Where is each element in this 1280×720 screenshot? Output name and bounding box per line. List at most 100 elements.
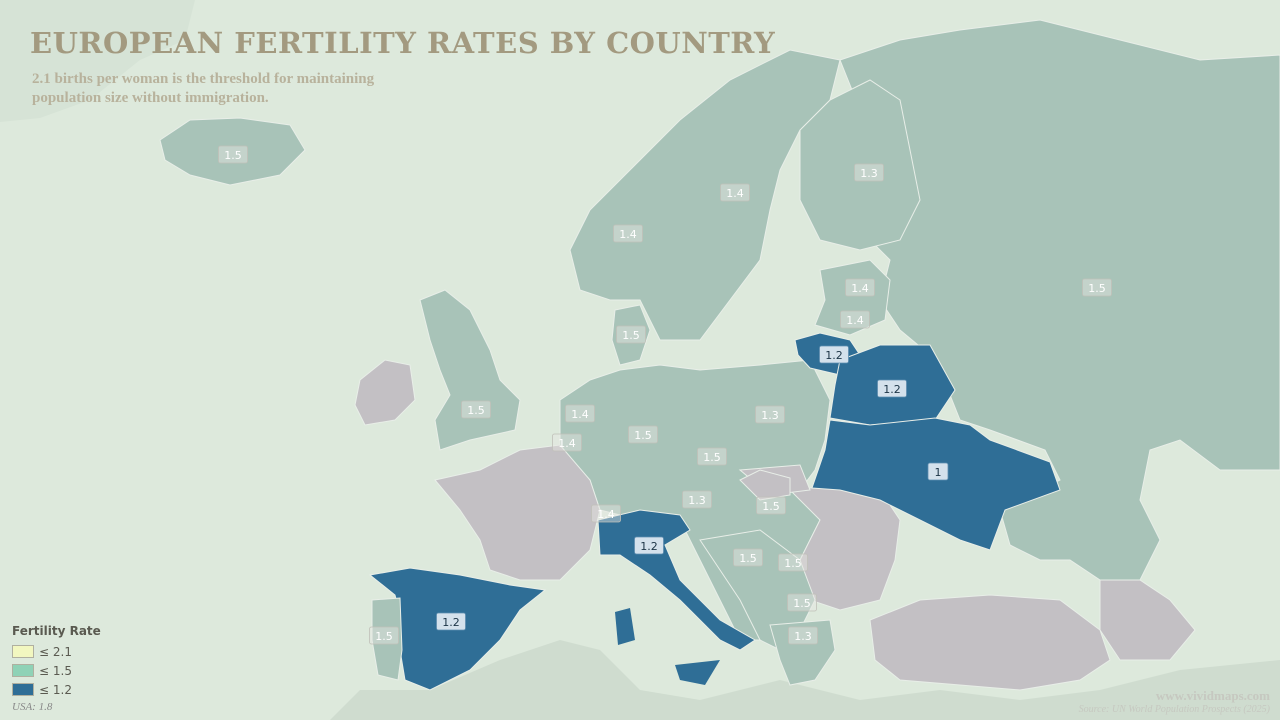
label-value: 1.5 — [793, 597, 811, 610]
label-czechia: 1.5 — [697, 447, 727, 466]
label-value: 1.5 — [224, 149, 242, 162]
iceland-shape — [159, 117, 306, 186]
label-value: 1.2 — [883, 383, 901, 396]
greenland-shape — [0, 0, 195, 122]
label-hungary: 1.5 — [756, 496, 786, 515]
label-box — [613, 224, 643, 243]
label-box — [877, 379, 907, 398]
label-sweden: 1.4 — [720, 183, 750, 202]
label-box — [634, 536, 664, 555]
country-labels: 1.5 1.4 1.4 1.3 1.5 1.4 1.4 1.2 1.2 1 1.5 1.5 1.4 1.4… — [218, 145, 1112, 645]
legend-swatch-high — [12, 645, 34, 658]
label-value: 1.5 — [703, 451, 721, 464]
sicily-shape — [675, 660, 720, 685]
label-box — [591, 504, 621, 523]
label-box — [565, 404, 595, 423]
label-value: 1.5 — [739, 552, 757, 565]
label-value: 1.5 — [634, 429, 652, 442]
label-value: 1.4 — [726, 187, 744, 200]
label-value: 1.4 — [571, 408, 589, 421]
label-box — [552, 433, 582, 452]
usa-note: USA: 1.8 — [12, 701, 53, 713]
label-north-macedonia: 1.5 — [787, 593, 817, 612]
label-estonia: 1.4 — [845, 278, 875, 297]
label-box — [778, 553, 808, 572]
scandinavia-shape — [569, 49, 841, 341]
caucasus-shape — [1099, 579, 1196, 661]
label-box — [369, 626, 399, 645]
label-belarus: 1.2 — [877, 379, 907, 398]
legend-swatch-medium — [12, 664, 34, 677]
label-value: 1.5 — [1088, 282, 1106, 295]
label-box — [787, 593, 817, 612]
label-box — [436, 612, 466, 631]
france-shape — [434, 444, 601, 581]
label-ukraine: 1 — [927, 462, 949, 481]
legend-label-low: ≤ 1.2 — [39, 682, 72, 697]
label-value: 1 — [935, 466, 942, 479]
label-value: 1.3 — [860, 167, 878, 180]
label-box — [218, 145, 248, 164]
source-note: Source: UN World Population Prospects (2… — [1078, 704, 1270, 715]
label-value: 1.2 — [825, 349, 843, 362]
label-box — [840, 310, 870, 329]
label-russia: 1.5 — [1082, 278, 1112, 297]
slovakia-shape — [739, 469, 791, 501]
label-denmark: 1.5 — [616, 325, 646, 344]
turkey-shape — [869, 594, 1111, 691]
label-value: 1.5 — [375, 630, 393, 643]
legend-item-medium: ≤ 1.5 — [12, 661, 101, 680]
sardinia-shape — [615, 608, 635, 645]
label-box — [854, 163, 884, 182]
label-box — [628, 425, 658, 444]
label-value: 1.4 — [851, 282, 869, 295]
legend-label-high: ≤ 2.1 — [39, 644, 72, 659]
label-portugal: 1.5 — [369, 626, 399, 645]
label-value: 1.2 — [640, 540, 658, 553]
uk-shape — [419, 289, 521, 451]
label-norway: 1.4 — [613, 224, 643, 243]
label-value: 1.3 — [761, 409, 779, 422]
label-belgium: 1.4 — [552, 433, 582, 452]
greece-shape — [769, 619, 836, 686]
label-value: 1.3 — [794, 630, 812, 643]
denmark-shape — [611, 304, 651, 366]
label-box — [756, 496, 786, 515]
label-serbia: 1.5 — [778, 553, 808, 572]
label-value: 1.5 — [762, 500, 780, 513]
label-box — [927, 462, 949, 481]
label-value: 1.4 — [619, 228, 637, 241]
legend-item-high: ≤ 2.1 — [12, 642, 101, 661]
finland-shape — [799, 79, 921, 251]
label-poland: 1.3 — [755, 405, 785, 424]
legend-label-medium: ≤ 1.5 — [39, 663, 72, 678]
map-title: EUROPEAN FERTILITY RATES BY COUNTRY — [30, 26, 776, 60]
label-box — [819, 345, 849, 364]
label-iceland: 1.5 — [218, 145, 248, 164]
label-finland: 1.3 — [854, 163, 884, 182]
label-box — [461, 400, 491, 419]
legend-item-low: ≤ 1.2 — [12, 680, 101, 699]
north-africa-shape — [330, 640, 1280, 720]
label-box — [1082, 278, 1112, 297]
label-lithuania: 1.2 — [819, 345, 849, 364]
label-value: 1.5 — [467, 404, 485, 417]
label-bosnia: 1.5 — [733, 548, 763, 567]
label-italy: 1.2 — [634, 536, 664, 555]
label-box — [755, 405, 785, 424]
label-united-kingdom: 1.5 — [461, 400, 491, 419]
label-austria: 1.3 — [682, 490, 712, 509]
label-value: 1.4 — [846, 314, 864, 327]
label-netherlands: 1.4 — [565, 404, 595, 423]
label-spain: 1.2 — [436, 612, 466, 631]
label-value: 1.5 — [622, 329, 640, 342]
label-box — [616, 325, 646, 344]
russia-shape — [819, 19, 1280, 581]
label-box — [682, 490, 712, 509]
label-box — [733, 548, 763, 567]
label-greece: 1.3 — [788, 626, 818, 645]
legend-title: Fertility Rate — [12, 624, 101, 638]
label-switzerland: 1.4 — [591, 504, 621, 523]
label-box — [788, 626, 818, 645]
label-value: 1.2 — [442, 616, 460, 629]
